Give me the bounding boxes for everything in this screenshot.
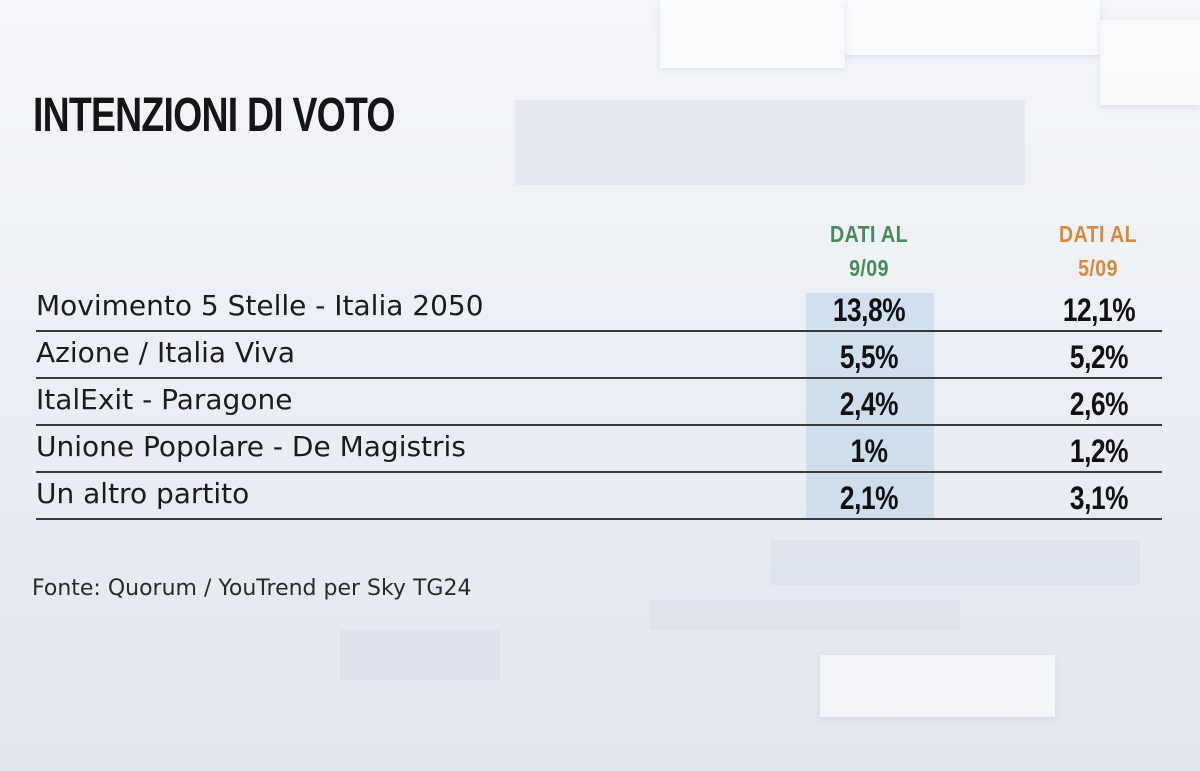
data-table: Movimento 5 Stelle - Italia 2050 13,8% 1… [36,285,1162,520]
value-9-09: 5,5% [839,339,899,375]
value-5-09: 1,2% [1069,433,1129,469]
value-9-09: 2,4% [839,386,899,422]
party-label: Azione / Italia Viva [36,336,296,369]
value-5-09: 3,1% [1069,480,1129,516]
table-row: Movimento 5 Stelle - Italia 2050 13,8% 1… [36,285,1162,332]
value-9-09: 13,8% [832,292,906,328]
party-label: ItalExit - Paragone [36,383,293,416]
value-5-09: 5,2% [1069,339,1129,375]
column-header-line: DATI AL [1059,221,1137,247]
table-row: Azione / Italia Viva 5,5% 5,2% [36,332,1162,379]
background-panel [770,540,1140,585]
table-row: Unione Popolare - De Magistris 1% 1,2% [36,426,1162,473]
party-label: Unione Popolare - De Magistris [36,430,466,463]
column-header-date: 5/09 [1078,255,1118,281]
background-panel [650,600,960,630]
value-5-09: 2,6% [1069,386,1129,422]
table-row: Un altro partito 2,1% 3,1% [36,473,1162,520]
column-header-9-09: DATI AL 9/09 [801,217,937,285]
value-9-09: 2,1% [839,480,899,516]
column-header-5-09: DATI AL 5/09 [1030,217,1166,285]
table-row: ItalExit - Paragone 2,4% 2,6% [36,379,1162,426]
background-panel [820,655,1055,717]
background-panel [340,630,500,680]
value-9-09: 1% [850,433,888,469]
source-note: Fonte: Quorum / YouTrend per Sky TG24 [32,576,472,601]
background-panel [1100,20,1200,105]
column-header-line: DATI AL [830,221,908,247]
page-title: INTENZIONI DI VOTO [33,89,396,142]
value-5-09: 12,1% [1062,292,1136,328]
background-panel [845,0,1100,55]
column-header-date: 9/09 [849,255,889,281]
background-panel [660,0,845,68]
party-label: Un altro partito [36,477,250,510]
party-label: Movimento 5 Stelle - Italia 2050 [36,289,484,322]
background-panel [515,100,1025,185]
